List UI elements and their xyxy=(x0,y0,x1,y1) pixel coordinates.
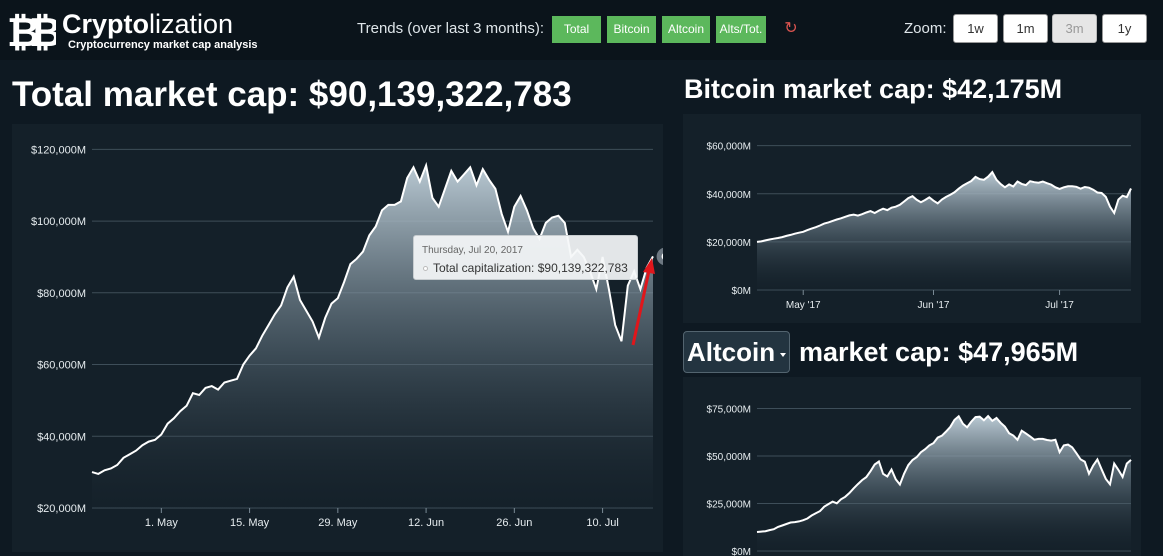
x-tick-label: 1. May xyxy=(145,517,179,529)
hover-point-halo xyxy=(656,247,663,266)
x-tick-label: Jun '17 xyxy=(918,300,950,311)
zoom-button-3m[interactable]: 3m xyxy=(1052,14,1097,43)
series-area xyxy=(757,172,1131,290)
tooltip-series-dot xyxy=(423,266,428,271)
zoom-button-1m[interactable]: 1m xyxy=(1003,14,1048,43)
series-area xyxy=(757,416,1131,551)
bitcoin-chart-panel: $0M $20,000M $40,000M $60,000M May '17 Jun '1… xyxy=(683,114,1141,323)
zoom-label: Zoom: xyxy=(904,20,947,37)
y-tick-label: $0M xyxy=(732,286,751,297)
bitcoin-market-cap-chart[interactable]: $0M $20,000M $40,000M $60,000M May '17 Jun '1… xyxy=(683,114,1141,323)
svg-text:₿: ₿ xyxy=(8,11,40,52)
series-line[interactable] xyxy=(756,414,1132,533)
y-tick-label: $60,000M xyxy=(707,142,751,153)
zoom-button-1w[interactable]: 1w xyxy=(953,14,998,43)
y-tick-label: $20,000M xyxy=(707,238,751,249)
zoom-button-1y[interactable]: 1y xyxy=(1102,14,1147,43)
refresh-icon[interactable]: ↻ xyxy=(784,20,798,37)
trends-label: Trends (over last 3 months): xyxy=(357,20,545,37)
bitcoin-pair-icon: ₿ ₿ xyxy=(8,11,56,52)
y-tick-label: $50,000M xyxy=(707,452,751,463)
x-tick-label: May '17 xyxy=(786,300,821,311)
y-tick-label: $20,000M xyxy=(37,503,86,515)
tooltip-date: Thursday, Jul 20, 2017 xyxy=(422,245,523,256)
tooltip-value-line: Total capitalization: $90,139,322,783 xyxy=(433,261,628,275)
series-line[interactable] xyxy=(91,161,654,475)
svg-text:₿: ₿ xyxy=(29,11,56,52)
y-tick-label: $100,000M xyxy=(31,216,86,228)
y-tick-label: $25,000M xyxy=(707,500,751,511)
coin-type-select-value: Altcoin xyxy=(687,337,776,367)
logo[interactable]: ₿ ₿ Cryptolization Cryptocurrency market… xyxy=(8,6,268,54)
top-bar: ₿ ₿ Cryptolization Cryptocurrency market… xyxy=(0,0,1163,60)
y-tick-label: $40,000M xyxy=(707,190,751,201)
coin-type-select[interactable]: Altcoin xyxy=(683,331,790,373)
trend-button-total[interactable]: Total xyxy=(552,16,601,43)
y-tick-label: $60,000M xyxy=(37,360,86,372)
x-tick-label: 29. May xyxy=(318,517,358,529)
x-tick-label: 12. Jun xyxy=(408,517,444,529)
total-market-cap-heading: Total market cap: $90,139,322,783 xyxy=(12,75,572,114)
x-tick-label: 15. May xyxy=(230,517,270,529)
x-tick-label: Jul '17 xyxy=(1045,300,1074,311)
x-tick-label: 10. Jul xyxy=(586,517,618,529)
tooltip-value: $90,139,322,783 xyxy=(537,261,628,275)
x-tick-label: 26. Jun xyxy=(496,517,532,529)
altcoin-market-cap-chart[interactable]: $0M $25,000M $50,000M $75,000M xyxy=(683,377,1141,556)
y-tick-label: $80,000M xyxy=(37,288,86,300)
logo-subtitle: Cryptocurrency market cap analysis xyxy=(68,39,258,51)
logo-title-bold: Crypto xyxy=(62,9,149,39)
chevron-down-icon xyxy=(780,353,786,357)
hover-point[interactable] xyxy=(661,252,663,260)
total-market-cap-chart[interactable]: $20,000M $40,000M $60,000M $80,000M $100,000… xyxy=(12,124,663,552)
trend-button-alts-total[interactable]: Alts/Tot. xyxy=(716,16,766,43)
logo-title-rest: lization xyxy=(149,9,234,39)
y-tick-label: $120,000M xyxy=(31,144,86,156)
y-tick-label: $75,000M xyxy=(707,405,751,416)
y-tick-label: $0M xyxy=(732,547,751,556)
altcoin-market-cap-heading: market cap: $47,965M xyxy=(799,337,1079,367)
total-chart-panel: $20,000M $40,000M $60,000M $80,000M $100,000… xyxy=(12,124,663,552)
altcoin-chart-panel: $0M $25,000M $50,000M $75,000M xyxy=(683,377,1141,556)
chart-tooltip: Thursday, Jul 20, 2017 Total capitalizat… xyxy=(413,235,638,280)
series-line[interactable] xyxy=(756,170,1132,243)
y-tick-label: $40,000M xyxy=(37,431,86,443)
series-area xyxy=(92,165,653,508)
tooltip-label: Total capitalization: xyxy=(433,261,535,275)
trend-button-altcoin[interactable]: Altcoin xyxy=(662,16,710,43)
bitcoin-market-cap-heading: Bitcoin market cap: $42,175M xyxy=(684,74,1063,104)
trend-button-bitcoin[interactable]: Bitcoin xyxy=(607,16,656,43)
logo-title: Cryptolization xyxy=(62,9,233,40)
